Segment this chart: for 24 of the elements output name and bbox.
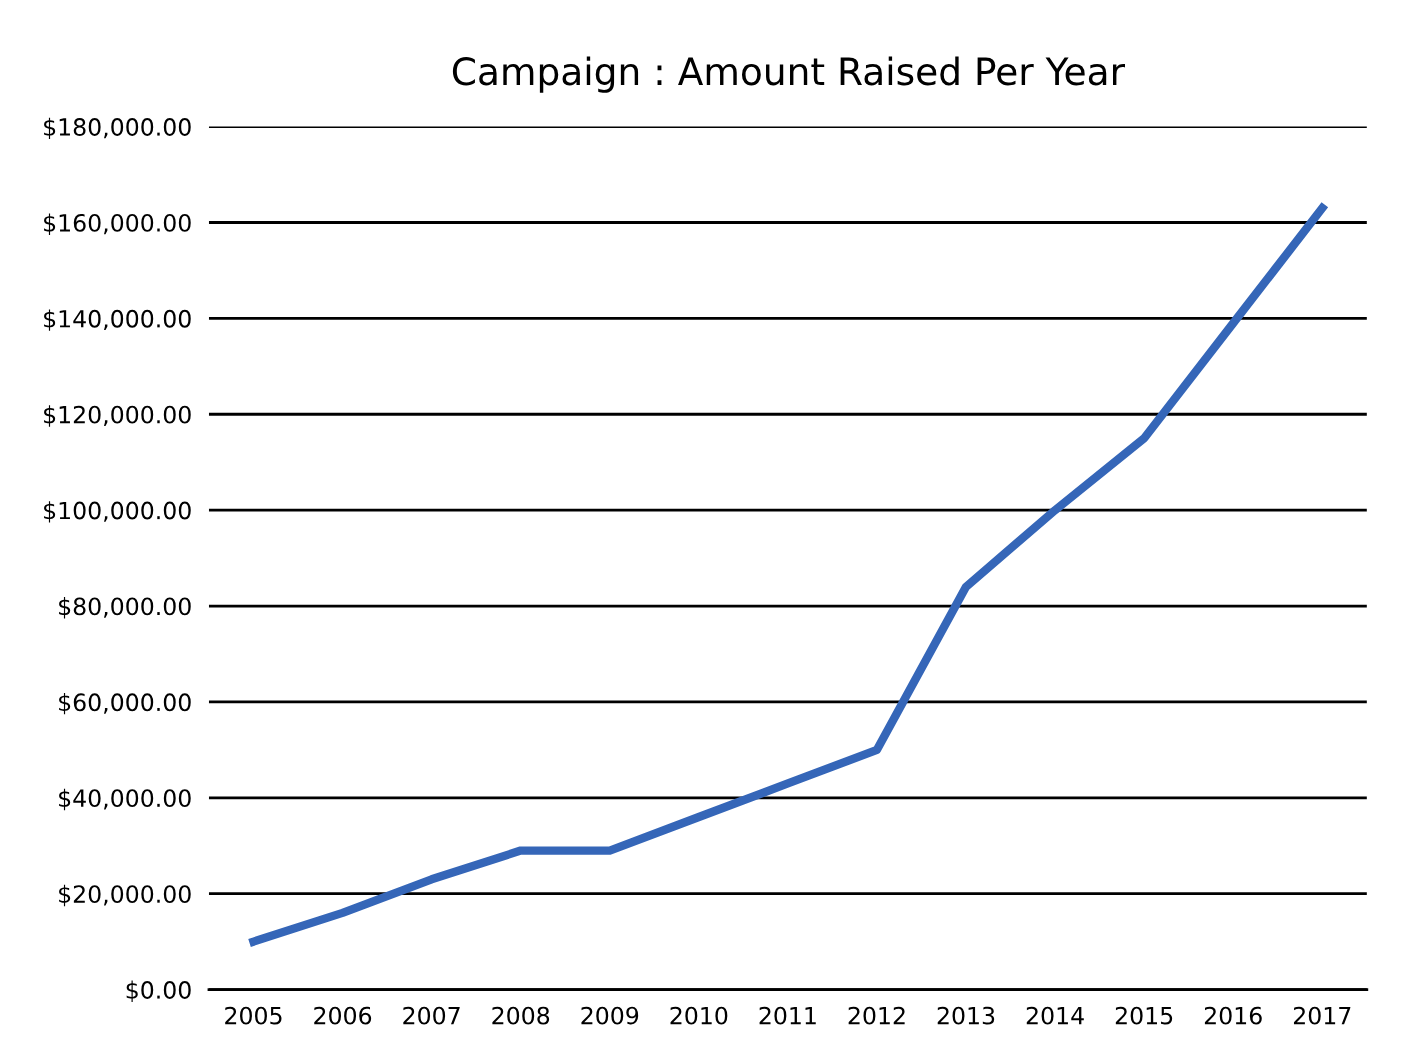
y-tick-label: $120,000.00 xyxy=(44,405,191,427)
x-tick-label: 2017 xyxy=(1293,1006,1351,1025)
x-tick-label: 2013 xyxy=(937,1006,995,1025)
chart-title: Campaign : Amount Raised Per Year xyxy=(452,56,1126,93)
y-tick-label: $80,000.00 xyxy=(59,597,191,619)
y-tick-label: $20,000.00 xyxy=(59,884,191,907)
y-tick-label: $100,000.00 xyxy=(44,501,191,523)
x-tick-label: 2006 xyxy=(314,1006,372,1025)
x-tick-label: 2008 xyxy=(492,1006,550,1025)
x-tick-label: 2014 xyxy=(1026,1006,1084,1025)
x-tick-label: 2011 xyxy=(759,1006,816,1025)
x-tick-label: 2007 xyxy=(403,1006,460,1025)
x-tick-label: 2009 xyxy=(581,1006,639,1025)
y-tick-label: $0.00 xyxy=(126,980,191,1003)
x-tick-label: 2016 xyxy=(1204,1006,1262,1025)
y-tick-label: $60,000.00 xyxy=(59,692,191,715)
y-tick-label: $180,000.00 xyxy=(44,117,191,140)
x-tick-label: 2010 xyxy=(670,1006,728,1025)
y-tick-label: $160,000.00 xyxy=(44,213,191,235)
x-tick-label: 2012 xyxy=(848,1006,905,1025)
y-tick-label: $40,000.00 xyxy=(59,788,191,811)
x-tick-label: 2005 xyxy=(225,1006,282,1025)
x-tick-label: 2015 xyxy=(1115,1006,1173,1025)
y-tick-label: $140,000.00 xyxy=(44,309,191,331)
